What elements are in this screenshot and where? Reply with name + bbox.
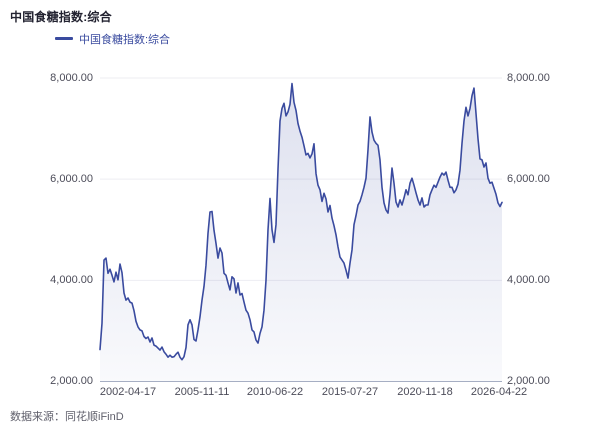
y-tick-label-right: 6,000.00 xyxy=(507,173,550,185)
series-line xyxy=(99,82,503,361)
x-tick-label: 2015-07-27 xyxy=(321,386,379,398)
data-source-label: 数据来源：同花顺iFinD xyxy=(10,411,124,423)
legend-line-swatch xyxy=(55,37,73,40)
y-tick-label-left: 2,000.00 xyxy=(50,375,93,387)
x-tick-label: 2005-11-11 xyxy=(174,386,230,398)
y-tick-label-right: 8,000.00 xyxy=(507,72,550,84)
x-tick-label: 2026-04-22 xyxy=(470,386,528,398)
y-tick-label-left: 4,000.00 xyxy=(50,274,93,286)
series-area-fill xyxy=(100,83,502,382)
y-tick-label-right: 2,000.00 xyxy=(507,375,550,387)
x-tick-label: 2002-04-17 xyxy=(99,386,157,398)
x-tick-label: 2020-11-18 xyxy=(397,386,453,398)
x-tick-label: 2010-06-22 xyxy=(246,386,304,398)
legend[interactable]: 中国食糖指数:综合 xyxy=(55,31,170,46)
y-tick-label-left: 8,000.00 xyxy=(50,72,93,84)
y-tick-label-right: 4,000.00 xyxy=(507,274,550,286)
legend-series-label: 中国食糖指数:综合 xyxy=(79,33,171,46)
y-tick-label-left: 6,000.00 xyxy=(50,173,93,185)
page-title: 中国食糖指数:综合 xyxy=(10,10,112,24)
